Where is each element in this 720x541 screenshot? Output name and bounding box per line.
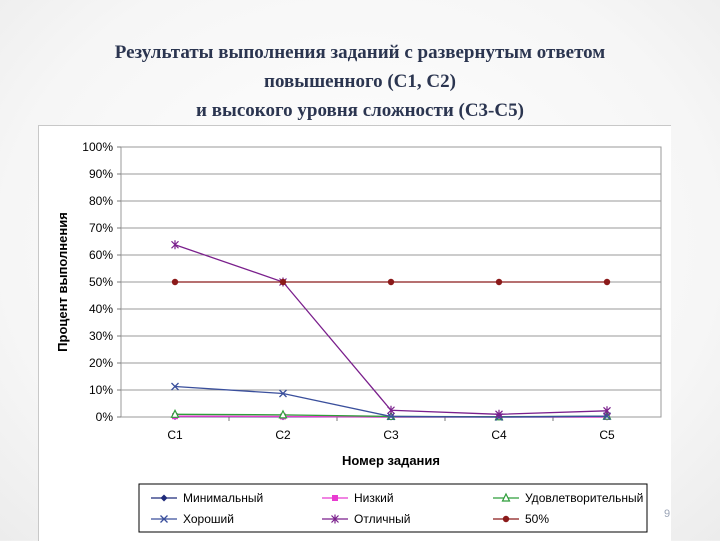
x-tick-label: C2 (275, 428, 291, 442)
y-tick-label: 20% (89, 356, 113, 370)
data-point (171, 382, 179, 391)
data-point (495, 278, 503, 286)
legend-marker (331, 514, 339, 524)
legend-entry: Удовлетворительный (493, 491, 643, 505)
x-tick-label: C5 (599, 428, 615, 442)
data-point (387, 278, 395, 286)
legend-entry: 50% (493, 512, 549, 526)
series-5 (171, 240, 611, 419)
legend-label: Удовлетворительный (525, 491, 643, 505)
legend-entry: Хороший (151, 512, 234, 526)
x-tick-label: C1 (167, 428, 183, 442)
data-point (171, 240, 179, 250)
page-number: 9 (664, 508, 671, 520)
legend-label: 50% (525, 512, 549, 526)
legend-label: Хороший (183, 512, 234, 526)
line-chart: 0% 10% 20% 30% 40% 50% 60% 70% 80% 90% 100% C1 C2 C3… (55, 140, 662, 533)
data-point (279, 389, 287, 398)
y-tick-label: 30% (89, 329, 113, 343)
data-point (603, 406, 611, 416)
data-point (603, 278, 611, 286)
chart-frame: 0% 10% 20% 30% 40% 50% 60% 70% 80% 90% 100% C1 C2 C3… (38, 125, 671, 541)
y-tick-label: 50% (89, 275, 113, 289)
y-tick-label: 60% (89, 248, 113, 262)
data-point (387, 412, 395, 421)
legend-marker (502, 515, 510, 523)
legend-label: Отличный (354, 512, 410, 526)
y-tick-label: 0% (96, 410, 114, 424)
data-point (387, 405, 395, 415)
legend-label: Минимальный (183, 491, 263, 505)
x-tick-label: C4 (491, 428, 507, 442)
title-line-1: Результаты выполнения заданий с разверну… (114, 42, 606, 63)
legend: Минимальный Низкий Удовлетворительный Хорош… (138, 483, 648, 533)
legend-marker (332, 495, 338, 501)
data-point (170, 408, 180, 418)
y-axis-label: Процент выполнения (55, 212, 70, 352)
title-line-2: повышенного (С1, С2) (264, 71, 456, 92)
data-point (279, 278, 287, 286)
legend-entry: Минимальный (151, 491, 263, 505)
y-tick-label: 10% (89, 383, 113, 397)
data-point (278, 409, 288, 419)
legend-marker (160, 515, 168, 523)
y-tick-label: 100% (82, 140, 113, 154)
y-tick-label: 40% (89, 302, 113, 316)
y-tick-label: 90% (89, 167, 113, 181)
y-tick-label: 80% (89, 194, 113, 208)
title-line-3: и высокого уровня сложности (С3-С5) (196, 100, 524, 121)
data-point (171, 278, 179, 286)
legend-label: Низкий (354, 491, 394, 505)
slide-title: Результаты выполнения заданий с разверну… (20, 38, 700, 125)
data-point (495, 409, 503, 419)
series-6 (171, 278, 611, 286)
legend-marker (160, 494, 168, 502)
x-tick-label: C3 (383, 428, 399, 442)
legend-entry: Отличный (322, 512, 410, 526)
y-tick-label: 70% (89, 221, 113, 235)
legend-marker (501, 492, 511, 502)
legend-entry: Низкий (322, 491, 394, 505)
x-axis-label: Номер задания (342, 453, 440, 468)
legend-box (138, 483, 648, 533)
